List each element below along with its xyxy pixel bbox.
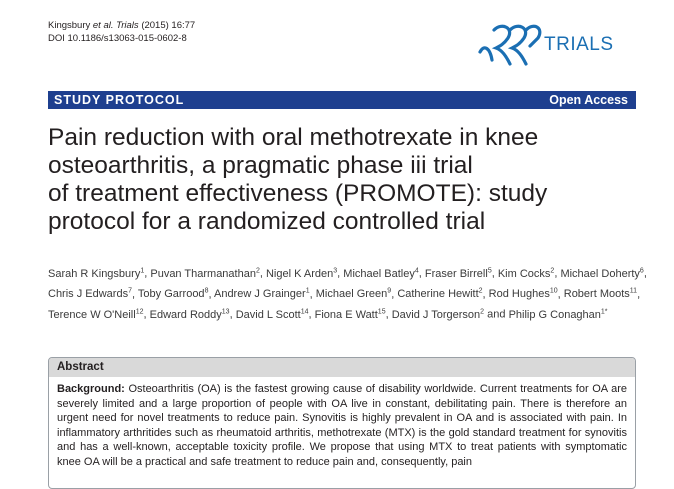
author[interactable]: Nigel K Arden3 — [265, 267, 338, 280]
author[interactable]: Puvan Tharmanathan2 — [150, 267, 260, 280]
author-name[interactable]: Toby Garrood — [137, 288, 205, 301]
author-name[interactable]: Robert Moots — [563, 288, 630, 301]
title-line: Pain reduction with oral methotrexate in… — [48, 124, 539, 151]
abstract-heading: Abstract — [49, 358, 635, 377]
citation-doi: DOI 10.1186/s13063-015-0602-8 — [48, 33, 187, 44]
author-name[interactable]: Fraser Birrell — [424, 267, 488, 280]
author[interactable]: David J Torgerson2 — [391, 308, 485, 321]
abstract-box: Abstract Background: Osteoarthritis (OA)… — [48, 357, 636, 489]
author[interactable]: Edward Roddy13 — [149, 308, 230, 321]
author[interactable]: Michael Doherty6 — [560, 267, 644, 280]
author-affiliation: 2 — [478, 287, 483, 295]
author[interactable]: Robert Moots11 — [563, 287, 638, 301]
author-name[interactable]: Fiona E Watt — [314, 308, 378, 321]
background-text: Osteoarthritis (OA) is the fastest growi… — [57, 383, 627, 468]
open-access-label: Open Access — [549, 93, 628, 107]
author-affiliation: 2 — [255, 267, 260, 274]
author-name[interactable]: Andrew J Grainger — [213, 288, 306, 301]
author[interactable]: Philip G Conaghan1* — [508, 308, 608, 321]
citation-line: Kingsbury et al. Trials (2015) 16:77 — [48, 19, 195, 32]
author-affiliation: 13 — [221, 308, 230, 316]
author[interactable]: Rod Hughes10 — [488, 287, 558, 301]
author-affiliation: 5 — [487, 267, 492, 274]
author[interactable]: Sarah R Kingsbury1 — [48, 267, 145, 280]
author[interactable]: David L Scott14 — [235, 308, 309, 321]
author-name[interactable]: Michael Batley — [343, 267, 415, 280]
citation-journal: Trials — [116, 20, 139, 31]
author-affiliation: 10 — [549, 287, 558, 295]
author-affiliation: 1 — [305, 287, 310, 295]
author-affiliation: 4 — [414, 267, 419, 274]
author[interactable]: Andrew J Grainger1 — [213, 287, 310, 301]
section-banner: STUDY PROTOCOL Open Access — [48, 91, 636, 109]
author-affiliation: 1* — [600, 308, 608, 316]
author-name[interactable]: Philip G Conaghan — [508, 308, 601, 321]
title-line: protocol for a randomized controlled tri… — [48, 208, 486, 235]
author-name[interactable]: Puvan Tharmanathan — [150, 267, 256, 280]
author-name[interactable]: Edward Roddy — [149, 308, 222, 321]
author-conjunction: and — [487, 308, 506, 321]
author-name[interactable]: Kim Cocks — [497, 267, 551, 280]
author-affiliation: 7 — [128, 287, 132, 295]
author-name[interactable]: Chris J Edwards — [48, 288, 129, 301]
citation-year-volume: (2015) 16:77 — [141, 20, 196, 31]
author-affiliation: 15 — [377, 308, 386, 316]
author-affiliation: 2 — [550, 267, 555, 274]
author[interactable]: Toby Garrood8 — [137, 287, 209, 301]
author-name[interactable]: Michael Green — [315, 288, 388, 301]
author-name[interactable]: Rod Hughes — [488, 288, 550, 301]
author-affiliation: 11 — [629, 287, 638, 295]
author[interactable]: Fraser Birrell5 — [424, 267, 492, 280]
author-affiliation: 1 — [140, 267, 145, 274]
background-label: Background: — [57, 383, 125, 395]
logo-text: TRIALS — [544, 34, 614, 55]
author[interactable]: Chris J Edwards7 — [48, 287, 132, 301]
abstract-body: Background: Osteoarthritis (OA) is the f… — [49, 377, 635, 469]
author-affiliation: 3 — [333, 267, 338, 274]
author-affiliation: 8 — [204, 287, 209, 295]
author-affiliation: 9 — [387, 287, 392, 295]
author[interactable]: Terence W O'Neill12 — [48, 308, 144, 321]
article-title: Pain reduction with oral methotrexate in… — [48, 124, 648, 236]
citation-etal: et al. — [92, 20, 114, 31]
author-name[interactable]: Terence W O'Neill — [48, 308, 136, 321]
author-name[interactable]: David J Torgerson — [391, 308, 481, 321]
title-line: osteoarthritis, a pragmatic phase iii tr… — [48, 152, 473, 179]
author-affiliation: 12 — [135, 308, 144, 316]
author[interactable]: Fiona E Watt15 — [314, 308, 386, 321]
author[interactable]: Michael Green9 — [315, 287, 392, 301]
author-name[interactable]: David L Scott — [235, 308, 301, 321]
author-list: Sarah R Kingsbury1, Puvan Tharmanathan2,… — [48, 267, 647, 321]
author-name[interactable]: Nigel K Arden — [265, 267, 334, 280]
author-affiliation: 6 — [639, 267, 644, 274]
citation-authors: Kingsbury — [48, 20, 91, 31]
author-name[interactable]: Sarah R Kingsbury — [48, 267, 141, 280]
author[interactable]: Michael Batley4 — [343, 267, 419, 280]
section-label: STUDY PROTOCOL — [54, 93, 185, 107]
citation-block: Kingsbury et al. Trials (2015) 16:77 DOI… — [48, 19, 195, 45]
author-affiliation: 14 — [300, 308, 309, 316]
author-name[interactable]: Michael Doherty — [560, 267, 640, 280]
title-line: of treatment effectiveness (PROMOTE): st… — [48, 180, 548, 207]
author[interactable]: Catherine Hewitt2 — [397, 287, 483, 301]
author[interactable]: Kim Cocks2 — [497, 267, 555, 280]
author-affiliation: 2 — [480, 308, 485, 316]
trials-logo-icon — [478, 24, 542, 66]
author-name[interactable]: Catherine Hewitt — [397, 288, 479, 301]
